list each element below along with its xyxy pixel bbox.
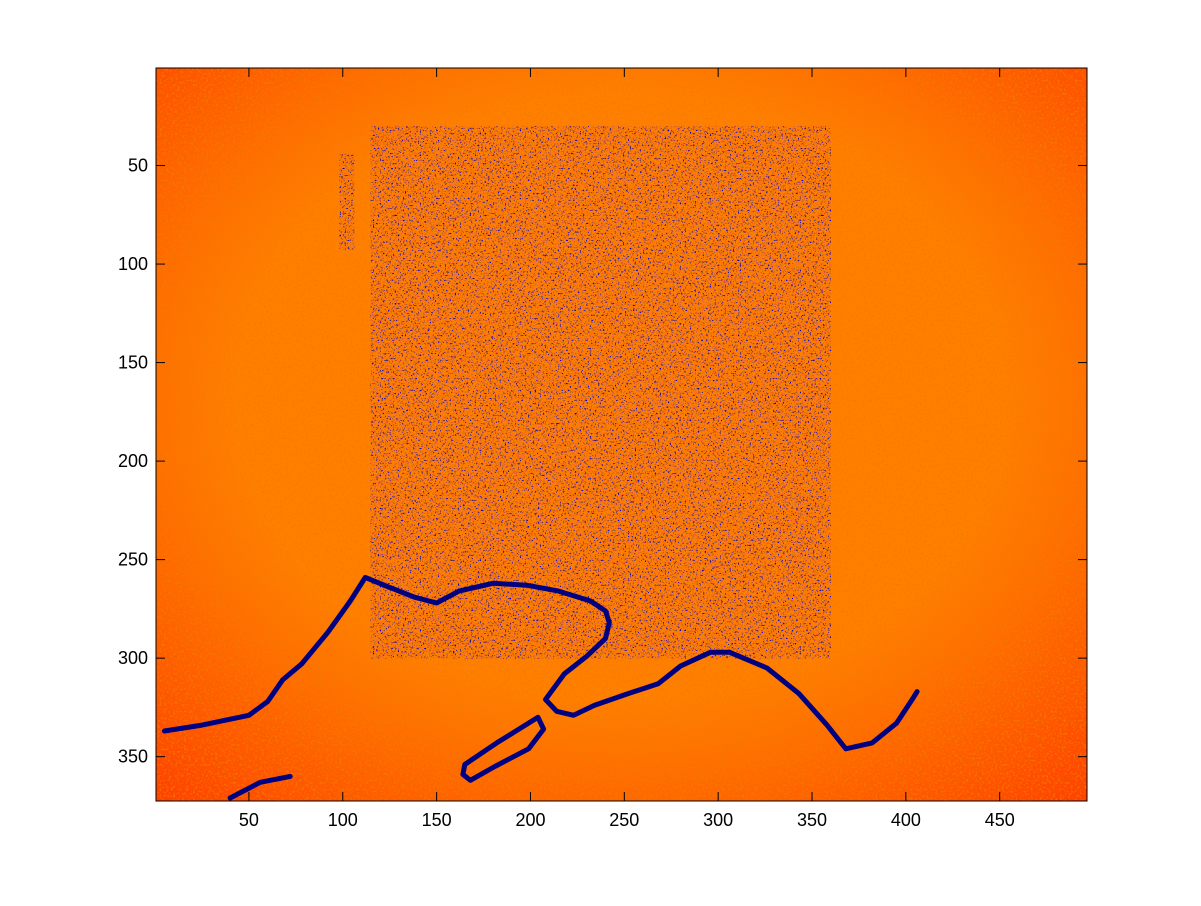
y-tick-label: 350 — [118, 747, 148, 767]
left-shape-outline — [161, 574, 920, 752]
y-axis: 50 100 150 200 250 300 350 — [118, 156, 1087, 767]
x-axis: 50 100 150 200 250 300 350 400 450 — [239, 68, 1015, 830]
x-tick-label: 50 — [239, 810, 259, 830]
y-tick-label: 300 — [118, 648, 148, 668]
x-tick-label: 450 — [985, 810, 1015, 830]
bottom-curve — [227, 773, 293, 801]
small-capsule — [460, 714, 547, 783]
x-tick-label: 300 — [703, 810, 733, 830]
x-tick-label: 400 — [891, 810, 921, 830]
x-tick-label: 150 — [422, 810, 452, 830]
y-tick-label: 100 — [118, 254, 148, 274]
y-tick-label: 200 — [118, 451, 148, 471]
x-tick-label: 100 — [328, 810, 358, 830]
plot-area — [156, 68, 1087, 801]
x-tick-label: 250 — [609, 810, 639, 830]
plot-frame — [155, 67, 1088, 802]
y-tick-label: 250 — [118, 550, 148, 570]
y-tick-label: 150 — [118, 353, 148, 373]
y-tick-label: 50 — [128, 156, 148, 176]
x-tick-label: 350 — [797, 810, 827, 830]
region-noisy-rectangle-blue — [370, 126, 831, 659]
x-tick-label: 200 — [515, 810, 545, 830]
region-vertical-streak-blue — [339, 153, 355, 251]
